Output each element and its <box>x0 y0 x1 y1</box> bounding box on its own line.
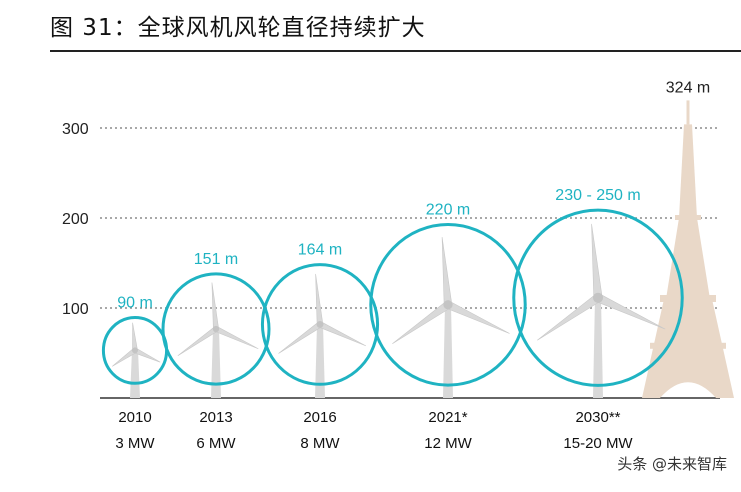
y-tick-label: 300 <box>62 121 89 138</box>
diameter-label: 164 m <box>298 242 342 259</box>
eiffel-tower-icon <box>642 100 734 398</box>
power-label: 12 MW <box>424 435 472 452</box>
tower-top-section <box>679 124 697 218</box>
diameter-label: 230 - 250 m <box>555 187 640 204</box>
diameter-label: 90 m <box>117 295 153 312</box>
diameter-label: 220 m <box>426 201 470 218</box>
turbine-blade <box>177 326 218 357</box>
turbine-hub <box>212 325 220 333</box>
year-label: 2016 <box>303 409 336 426</box>
turbine-blade <box>441 237 453 306</box>
turbine-layer <box>101 208 684 398</box>
turbine-tower <box>593 297 603 398</box>
year-label: 2010 <box>118 409 151 426</box>
tower-upper-platform <box>675 215 701 220</box>
turbine-tower <box>443 304 453 398</box>
turbine-tower <box>315 324 325 398</box>
turbine-hub <box>443 300 453 310</box>
tower-lower-platform <box>650 342 726 349</box>
year-label: 2030** <box>575 409 620 426</box>
turbine-blade <box>318 321 367 347</box>
turbine-blade <box>591 223 603 299</box>
turbine-hub <box>132 347 138 354</box>
power-label: 6 MW <box>196 435 236 452</box>
year-label: 2021* <box>428 409 467 426</box>
label-layer: 100 200 300 324 m 90 m 2010 3 MW 151 m 2013 6 MW 1… <box>62 79 710 452</box>
y-tick-label: 100 <box>62 301 89 318</box>
turbine-4 <box>537 223 666 398</box>
power-label: 15-20 MW <box>563 435 633 452</box>
turbine-1 <box>177 282 259 398</box>
diameter-label: 151 m <box>194 251 238 268</box>
turbine-hub <box>592 292 604 303</box>
turbine-blade <box>214 326 259 349</box>
power-label: 8 MW <box>300 435 340 452</box>
turbine-blade <box>595 293 666 330</box>
turbine-3 <box>392 237 510 398</box>
turbine-blade <box>132 322 138 351</box>
turbine-blade <box>278 321 323 354</box>
watermark: 头条 @未来智库 <box>613 451 731 476</box>
turbine-tower <box>211 328 221 398</box>
turbine-tower <box>130 350 140 398</box>
rotor-circle-4 <box>512 208 684 387</box>
turbine-0 <box>112 322 161 398</box>
turbine-blade <box>445 300 510 334</box>
power-label: 3 MW <box>115 435 155 452</box>
y-tick-label: 200 <box>62 211 89 228</box>
turbine-blade <box>211 282 219 330</box>
rotor-circle-2 <box>260 263 380 386</box>
tower-middle-platform <box>660 295 716 302</box>
tower-middle-section <box>666 218 710 299</box>
turbine-2 <box>278 273 367 398</box>
turbine-blade <box>315 273 324 326</box>
figure-title: 图 31：全球风机风轮直径持续扩大 <box>50 15 426 41</box>
tower-height-label: 324 m <box>666 79 710 96</box>
title-rule <box>50 50 741 52</box>
year-label: 2013 <box>199 409 232 426</box>
rotor-circle-3 <box>369 222 527 387</box>
rotor-circle-1 <box>161 272 271 386</box>
turbine-blade <box>537 293 601 341</box>
turbine-hub <box>316 320 324 328</box>
